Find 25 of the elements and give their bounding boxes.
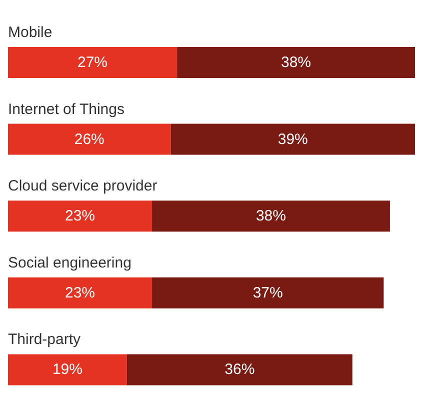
data-label: 23% bbox=[64, 208, 96, 225]
bar bbox=[8, 354, 127, 386]
data-label: 23% bbox=[64, 284, 96, 302]
data-label: 27% bbox=[78, 54, 108, 71]
bar bbox=[8, 200, 152, 232]
y-tick-label: Social engineering bbox=[8, 254, 132, 272]
bar bbox=[152, 277, 384, 308]
bar bbox=[8, 124, 171, 155]
bar bbox=[126, 354, 352, 386]
bar bbox=[170, 124, 415, 155]
y-tick-label: Third-party bbox=[8, 331, 82, 348]
data-label: 26% bbox=[74, 130, 104, 148]
data-label: 38% bbox=[256, 208, 286, 225]
data-label: 36% bbox=[224, 361, 255, 378]
bar bbox=[8, 47, 178, 78]
data-label: 39% bbox=[278, 130, 308, 148]
data-label: 37% bbox=[252, 284, 283, 302]
bar bbox=[8, 277, 152, 308]
data-label: 38% bbox=[281, 54, 312, 71]
y-tick-label: Mobile bbox=[8, 24, 52, 41]
y-tick-label: Cloud service provider bbox=[8, 178, 158, 195]
bar bbox=[152, 200, 390, 232]
data-label: 19% bbox=[52, 361, 82, 378]
bar bbox=[177, 47, 415, 78]
y-tick-label: Internet of Things bbox=[8, 100, 124, 118]
